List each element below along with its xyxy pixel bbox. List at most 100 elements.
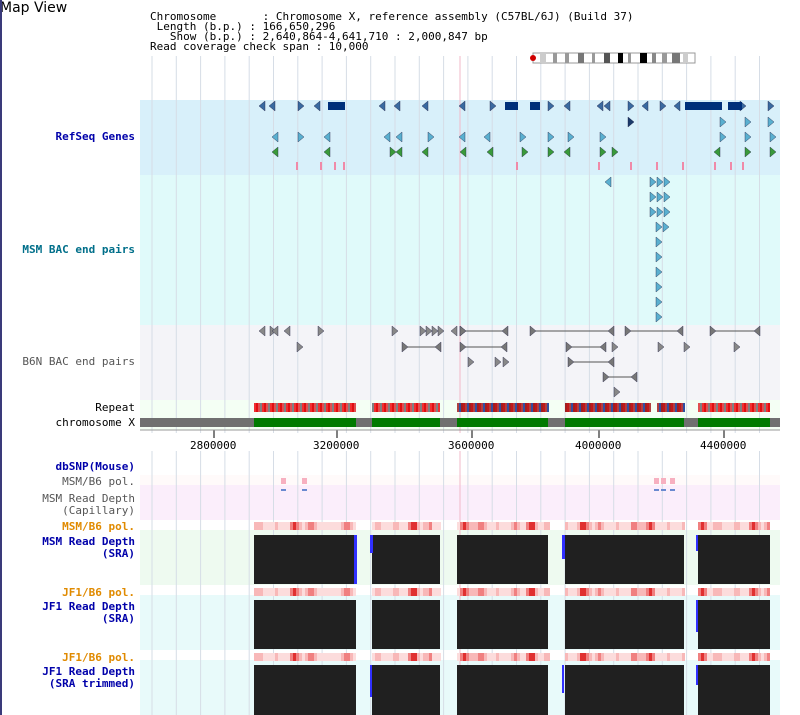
pol-dot-blue [654,489,659,491]
msm-pol-heat [613,522,616,530]
msm-pol-heat [335,522,338,530]
jf1-pol-heat [523,588,526,596]
gene-arrow [624,325,632,337]
track-label-repeat[interactable]: Repeat [95,401,135,414]
jf1-pol-heat [381,588,384,596]
msm-pol-heat [305,522,308,530]
jf1-pol2-heat [417,653,420,661]
gene-arrow [459,341,467,353]
jf1-pol-heat [589,588,592,596]
jf1-pol-heat [266,588,269,596]
repeat-segment [274,403,276,412]
jf1-pol2-heat [676,653,679,661]
repeat-segment [611,403,613,412]
jf1-pol2-heat [423,653,426,661]
repeat-segment [679,403,681,412]
jf1-pol2-heat [457,653,460,661]
chromosome-segment [698,418,770,427]
coverage-info: Read coverage check span : 10,000 [150,40,369,53]
gene-arrow [567,356,575,368]
repeat-segment [340,403,342,412]
jf1-pol2-heat [520,653,523,661]
jf1-pol2-heat [740,653,743,661]
jf1-pol2-heat [329,653,332,661]
msm-pol-heat [460,522,463,530]
repeat-segment [314,403,316,412]
track-label-msm-b6-pol-2[interactable]: MSM/B6 pol. [62,520,135,533]
jf1-pol2-heat [287,653,290,661]
repeat-segment [388,403,390,412]
jf1-pol2-heat [761,653,764,661]
jf1-pol2-heat [308,653,311,661]
track-label-b6n-bac[interactable]: B6N BAC end pairs [22,355,135,368]
jf1-pol2-heat [438,653,441,661]
jf1-pol-heat [613,588,616,596]
track-label-msm-bac[interactable]: MSM BAC end pairs [22,243,135,256]
repeat-segment [752,403,754,412]
msm-pol-heat [302,522,305,530]
gene-arrow [753,325,761,337]
gene-arrow [656,206,664,218]
msm-pol-heat [682,522,685,530]
jf1-pol2-heat [275,653,278,661]
repeat-segment [266,403,268,412]
gene-arrow [719,116,727,128]
gene-arrow [733,341,741,353]
jf1-pol-heat [619,588,622,596]
jf1-pol2-heat [320,653,323,661]
jf1-pol2-heat [332,653,335,661]
repeat-segment [436,403,438,412]
repeat-segment [380,403,382,412]
jf1-pol-heat [329,588,332,596]
msm-pol-heat [481,522,484,530]
repeat-segment [463,403,465,412]
jf1-pol2-heat [405,653,408,661]
msm-pol-heat [625,522,628,530]
repeat-segment [479,403,481,412]
jf1-pol-heat [607,588,610,596]
jf1-pol-heat [414,588,417,596]
repeat-segment [613,403,615,412]
repeat-segment [671,403,673,412]
jf1-pol2-heat [399,653,402,661]
jf1-pol2-heat [544,653,547,661]
repeat-segment [545,403,547,412]
msm-pol-heat [417,522,420,530]
repeat-segment [378,403,380,412]
repeat-segment [509,403,511,412]
repeat-segment [583,403,585,412]
jf1-pol2-heat [408,653,411,661]
track-label-jf1-depth-trimmed[interactable]: JF1 Read Depth (SRA trimmed) [42,665,135,690]
track-label-msm-depth-sra[interactable]: MSM Read Depth (SRA) [42,535,135,560]
repeat-segment [424,403,426,412]
gene-arrow [744,116,752,128]
refseq-tick [730,162,732,170]
track-label-msm-b6-pol-1[interactable]: MSM/B6 pol. [62,475,135,488]
track-label-jf1-b6-pol-1[interactable]: JF1/B6 pol. [62,586,135,599]
gene-arrow [649,191,657,203]
track-label-jf1-depth-sra[interactable]: JF1 Read Depth (SRA) [42,600,135,625]
track-label-msm-depth-capillary[interactable]: MSM Read Depth (Capillary) [42,492,135,517]
jf1-trim-depth-block [457,665,548,715]
pol-dot-blue [670,489,675,491]
repeat-segment [748,403,750,412]
track-label-dbsnp[interactable]: dbSNP(Mouse) [55,460,135,473]
jf1-pol-heat [372,588,375,596]
jf1-pol-heat [293,588,296,596]
track-label-refseq[interactable]: RefSeq Genes [55,130,135,143]
msm-pol-heat [484,522,487,530]
gene-arrow [529,325,537,337]
gene-arrow [467,356,475,368]
track-label-jf1-b6-pol-2[interactable]: JF1/B6 pol. [62,651,135,664]
repeat-segment [657,403,659,412]
msm-pol-heat [275,522,278,530]
jf1-pol-heat [541,588,544,596]
repeat-segment [471,403,473,412]
msm-pol-heat [586,522,589,530]
track-label-chromosome[interactable]: chromosome X [55,416,135,429]
jf1-pol-heat [682,588,685,596]
jf1-pol-heat [704,588,707,596]
msm-pol-heat [426,522,429,530]
repeat-segment [677,403,679,412]
